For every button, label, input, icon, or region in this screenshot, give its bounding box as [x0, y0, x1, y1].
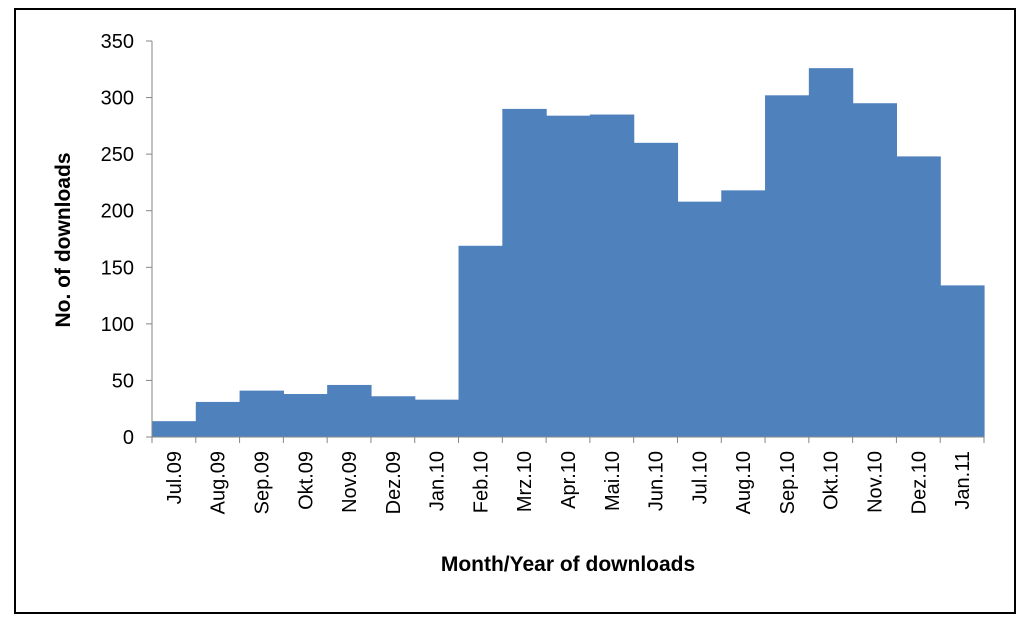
x-tick-label: Jun.10	[646, 451, 668, 511]
x-tick-label: Sep.10	[777, 451, 799, 514]
bar-dez-09	[370, 396, 416, 437]
x-tick-label: Jan.11	[952, 451, 974, 510]
bar-jul-09	[152, 421, 197, 437]
x-tick-label: Nov.10	[865, 451, 887, 513]
x-tick-label: Jul.10	[689, 451, 711, 504]
y-tick-label: 300	[101, 88, 134, 110]
y-axis-title: No. of downloads	[52, 153, 75, 328]
bar-sep-09	[239, 390, 284, 437]
x-tick-label: Dez.09	[383, 451, 405, 514]
bars	[152, 68, 985, 438]
y-tick-label: 0	[123, 427, 134, 449]
bar-mrz-10	[502, 108, 547, 437]
x-tick-label: Aug.09	[208, 451, 230, 514]
x-tick-label: Jul.09	[164, 451, 186, 504]
y-tick-label: 250	[101, 144, 134, 166]
x-tick-label: Sep.09	[251, 451, 273, 514]
x-axis-title: Month/Year of downloads	[441, 553, 695, 576]
bar-jun-10	[633, 142, 679, 437]
x-tick-label: Aug.10	[733, 451, 755, 514]
x-tick-label: Apr.10	[558, 451, 580, 509]
x-tick-label: Mai.10	[602, 451, 624, 511]
x-tick-label: Nov.09	[339, 451, 361, 513]
bar-aug-09	[195, 401, 241, 437]
bar-sep-10	[765, 95, 810, 437]
x-tick-label: Okt.09	[295, 451, 317, 510]
bar-jan-11	[940, 285, 985, 437]
x-tick-label: Jan.10	[427, 451, 449, 511]
y-tick-label: 200	[101, 201, 134, 223]
bar-nov-10	[852, 103, 898, 437]
y-tick-label: 350	[101, 31, 134, 53]
y-tick-label: 100	[101, 314, 134, 336]
bar-mai-10	[589, 114, 635, 437]
y-axis: 0 50 100 150 200 250 300 350	[101, 31, 153, 449]
bar-jul-10	[677, 201, 722, 437]
bar-nov-09	[327, 384, 372, 437]
x-tick-label: Mrz.10	[514, 451, 536, 512]
bar-feb-10	[458, 245, 503, 437]
bar-okt-10	[808, 68, 854, 438]
bar-okt-09	[283, 394, 328, 437]
y-tick-label: 150	[101, 257, 134, 279]
y-tick-label: 50	[112, 370, 134, 392]
bar-dez-10	[896, 156, 941, 437]
x-tick-label: Feb.10	[470, 451, 492, 513]
bar-apr-10	[546, 115, 591, 438]
bar-aug-10	[721, 190, 766, 437]
x-tick-label: Okt.10	[821, 451, 843, 510]
bar-jan-10	[414, 399, 460, 437]
x-axis: Jul.09 Aug.09 Sep.09 Okt.09 Nov.09 Dez.09 Jan.…	[151, 436, 985, 514]
x-tick-label: Dez.10	[908, 451, 930, 514]
